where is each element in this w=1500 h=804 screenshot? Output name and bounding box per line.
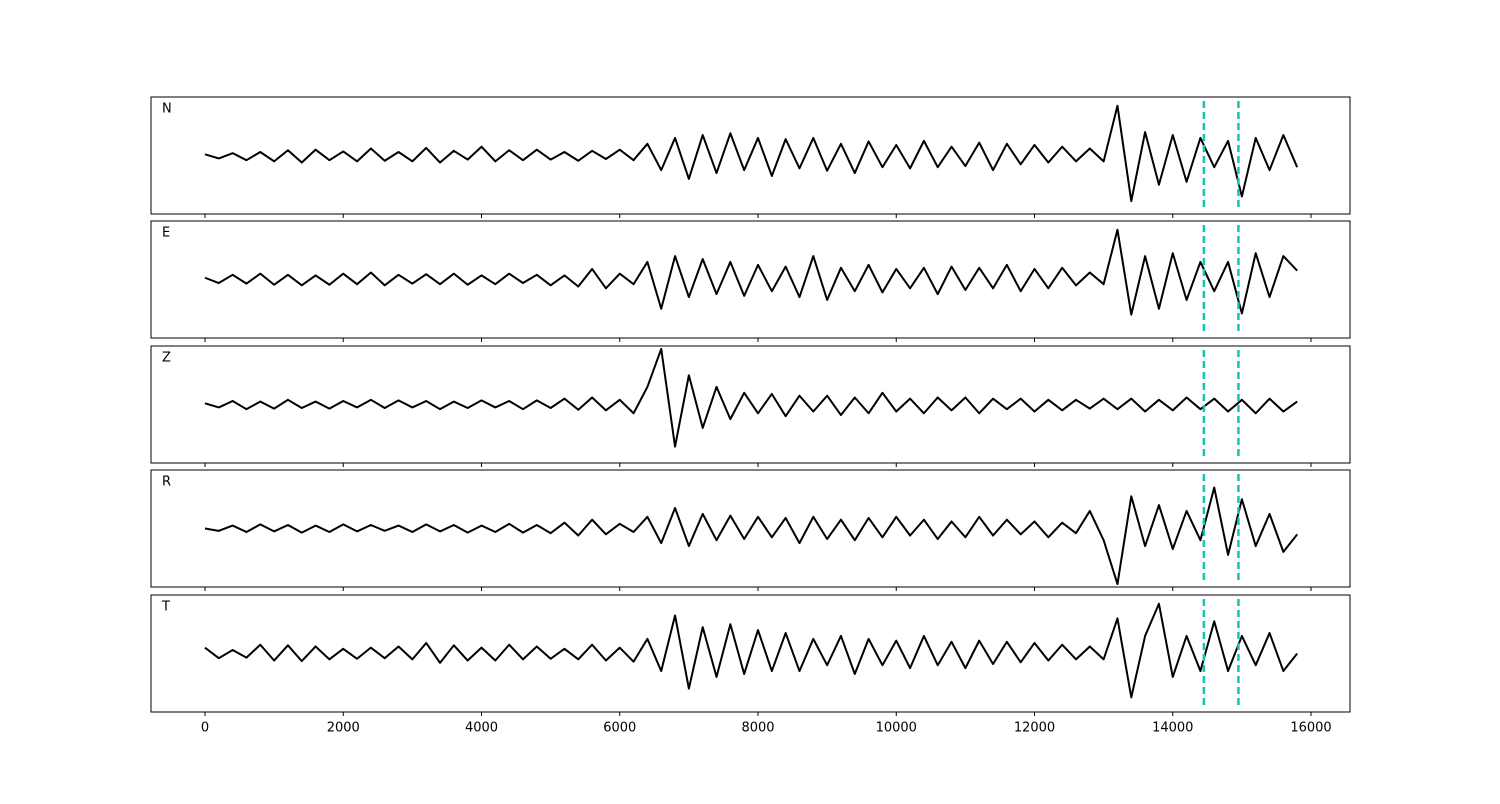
panel-frame [150,469,1351,588]
x-tick-label: 8000 [741,721,774,736]
panel-label: R [162,475,171,490]
panel-frame [150,96,1351,215]
trace [204,228,1298,316]
trace [204,104,1299,203]
trace [204,486,1298,586]
panel-frame [150,594,1351,713]
panel-label: Z [162,351,171,366]
x-tick-label: 4000 [465,721,498,736]
trace [204,602,1298,699]
x-tick-label: 0 [201,721,209,736]
panel-label: T [161,600,170,615]
x-tick-label: 10000 [876,721,917,736]
trace [204,347,1298,448]
panel-label: N [162,102,172,117]
x-tick-label: 14000 [1152,721,1193,736]
x-tick-label: 2000 [327,721,360,736]
x-tick-label: 12000 [1014,721,1055,736]
panel-frame [150,345,1351,464]
x-tick-label: 6000 [603,721,636,736]
x-tick-label: 16000 [1290,721,1331,736]
panel-label: E [162,226,170,241]
panel-frame [150,220,1351,339]
